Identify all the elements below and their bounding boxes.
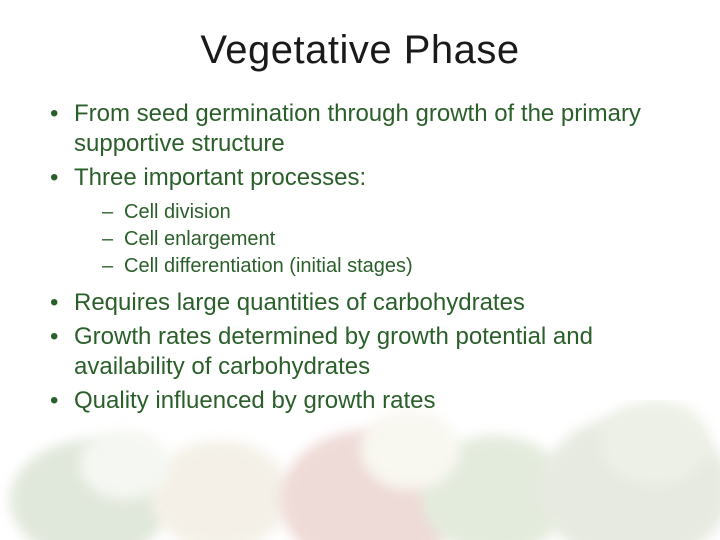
bullet-text: Three important processes: bbox=[74, 164, 366, 191]
sub-bullet-text: Cell enlargement bbox=[124, 228, 275, 250]
sub-bullet-text: Cell division bbox=[124, 201, 231, 223]
bullet-text: From seed germination through growth of … bbox=[74, 100, 641, 157]
slide-content: Vegetative Phase From seed germination t… bbox=[0, 0, 720, 416]
sub-bullet-item: Cell differentiation (initial stages) bbox=[102, 253, 684, 280]
sub-bullet-item: Cell enlargement bbox=[102, 226, 684, 253]
bullet-item: Three important processes: Cell division… bbox=[48, 163, 684, 280]
bullet-text: Quality influenced by growth rates bbox=[74, 387, 436, 414]
slide-title: Vegetative Phase bbox=[36, 28, 684, 73]
bullet-item: Quality influenced by growth rates bbox=[48, 386, 684, 416]
bullet-item: Requires large quantities of carbohydrat… bbox=[48, 288, 684, 318]
sub-bullet-list: Cell division Cell enlargement Cell diff… bbox=[74, 199, 684, 280]
bullet-text: Requires large quantities of carbohydrat… bbox=[74, 289, 525, 316]
bullet-list: From seed germination through growth of … bbox=[36, 99, 684, 416]
sub-bullet-item: Cell division bbox=[102, 199, 684, 226]
bullet-item: Growth rates determined by growth potent… bbox=[48, 322, 684, 382]
sub-bullet-text: Cell differentiation (initial stages) bbox=[124, 255, 413, 277]
bullet-text: Growth rates determined by growth potent… bbox=[74, 323, 593, 380]
bullet-item: From seed germination through growth of … bbox=[48, 99, 684, 159]
background-vegetable-band bbox=[0, 400, 720, 540]
